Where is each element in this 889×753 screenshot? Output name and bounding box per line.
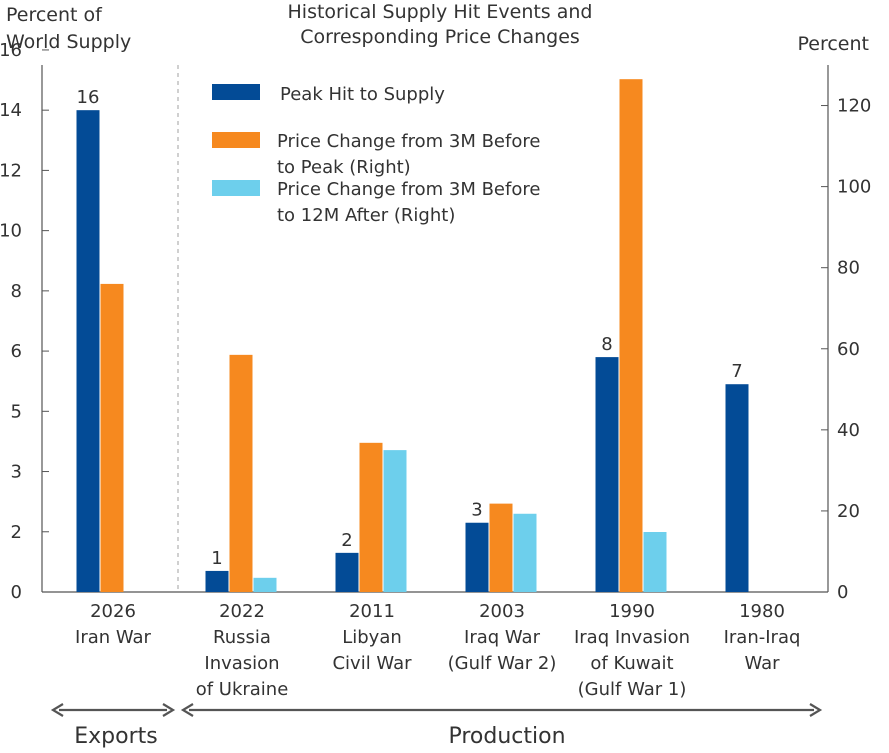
left-tick-label: 10 [0,221,22,242]
group-label-production: Production [448,724,565,749]
category-label: Libyan [342,627,402,648]
bar-2-2 [359,442,383,592]
group-label-exports: Exports [74,724,157,749]
left-tick-label: 0 [11,582,22,603]
left-tick-label: 3 [11,462,22,483]
chart-title: Corresponding Price Changes [300,26,580,48]
category-label: Iraq Invasion [574,627,690,648]
category-label: 2011 [349,601,395,622]
category-label: (Gulf War 1) [578,679,687,700]
right-tick-label: 0 [837,582,848,603]
category-label: War [744,653,780,674]
left-tick-label: 2 [11,522,22,543]
bar-3-3 [513,513,537,592]
category-label: Invasion [204,653,279,674]
category-label: 2003 [479,601,525,622]
category-label: Iran War [75,627,152,648]
legend-label: to Peak (Right) [277,157,411,178]
right-tick-label: 60 [837,339,860,360]
data-label: 8 [601,334,612,355]
bar-2-4 [619,79,643,592]
right-tick-label: 120 [837,96,871,117]
category-label: 1980 [739,601,785,622]
left-tick-label: 14 [0,100,22,121]
bar-3-2 [383,450,407,592]
left-tick-label: 6 [11,341,22,362]
bar-2-1 [229,354,253,592]
category-label: Civil War [332,653,412,674]
category-label: Iraq War [464,627,541,648]
right-axis-title: Percent [798,33,870,55]
category-label: 2026 [90,601,136,622]
data-label: 1 [211,548,222,569]
left-tick-label: 12 [0,160,22,181]
bar-1-1 [205,570,229,592]
left-axis-title: Percent of [6,4,103,26]
production-arrow-head-right [809,703,823,717]
chart-title: Historical Supply Hit Events and [288,1,593,23]
bar-1-3 [465,522,489,592]
bar-1-2 [335,552,359,592]
bar-1-5 [725,384,749,592]
category-label: Russia [213,627,271,648]
legend-swatch-1 [212,84,260,100]
category-label: 2022 [219,601,265,622]
legend-label: Price Change from 3M Before [277,179,540,200]
category-label: of Ukraine [196,679,289,700]
bar-2-0 [100,283,124,592]
category-label: Iran-Iraq [724,627,801,648]
legend-label: Price Change from 3M Before [277,131,540,152]
legend-label: Peak Hit to Supply [280,84,445,105]
bar-1-4 [595,357,619,592]
data-label: 3 [471,500,482,521]
category-label: (Gulf War 2) [448,653,557,674]
exports-arrow-head-left [50,703,64,717]
bar-2-3 [489,503,513,592]
left-axis-title: World Supply [6,31,131,53]
right-tick-label: 80 [837,258,860,279]
bar-3-4 [643,532,667,592]
bar-3-1 [253,577,277,592]
left-tick-label: 8 [11,281,22,302]
bar-1-0 [76,110,100,593]
production-arrow-head-left [180,703,194,717]
left-tick-label: 5 [11,401,22,422]
category-label: 1990 [609,601,655,622]
data-label: 2 [341,530,352,551]
right-tick-label: 100 [837,177,871,198]
legend-swatch-2 [212,132,260,148]
legend-swatch-3 [212,180,260,196]
data-label: 16 [77,87,100,108]
right-tick-label: 40 [837,420,860,441]
legend-label: to 12M After (Right) [277,205,455,226]
exports-arrow-head-right [162,703,176,717]
right-tick-label: 20 [837,501,860,522]
left-tick-label: 16 [0,40,22,61]
data-label: 7 [731,361,742,382]
category-label: of Kuwait [590,653,673,674]
